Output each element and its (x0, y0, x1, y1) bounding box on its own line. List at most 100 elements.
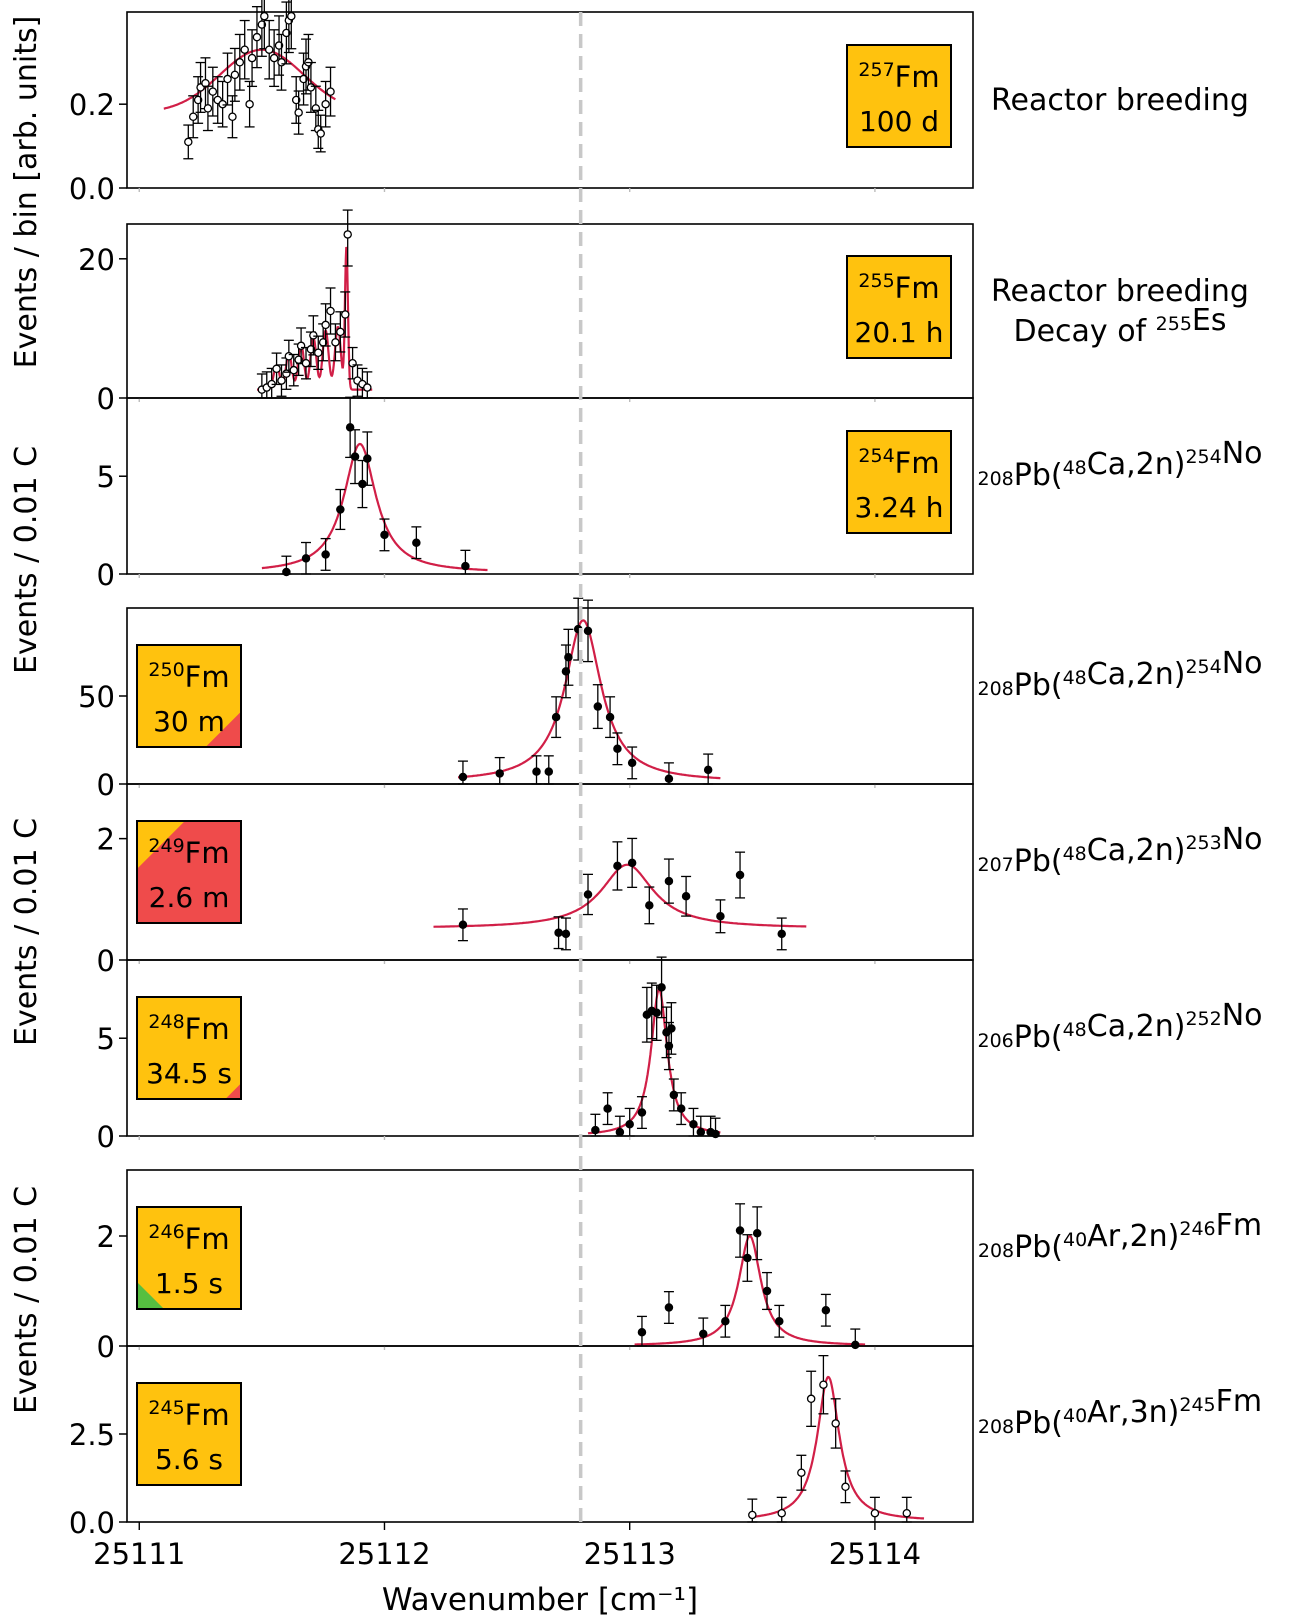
badge-fill (137, 1207, 241, 1309)
data-marker (277, 376, 286, 385)
data-marker (358, 479, 367, 489)
reaction-part: No (1222, 822, 1263, 857)
data-marker (284, 351, 294, 361)
data-point (551, 696, 562, 739)
badge-isotope: 245Fm (148, 1397, 229, 1432)
badge-mass: 257 (858, 59, 894, 81)
data-point (840, 1470, 851, 1504)
data-marker (591, 1125, 600, 1135)
y-tick-label: 20 (78, 243, 115, 277)
x-tick-label: 25111 (93, 1537, 185, 1571)
data-point (820, 1293, 831, 1327)
panel-frame (126, 11, 974, 189)
badge-border (136, 1382, 242, 1486)
data-marker (218, 99, 227, 109)
data-point (457, 908, 468, 942)
badge-border (846, 255, 952, 359)
panel-257fm: 0.0 0.2 257Fm 100 d Reactor breeding (69, 0, 1249, 206)
data-point (901, 1496, 912, 1523)
data-point (222, 52, 233, 106)
data-marker (664, 1041, 674, 1051)
data-marker (699, 1329, 708, 1339)
reaction-part: 48 (1063, 457, 1087, 479)
data-point (313, 335, 324, 371)
badge-isotope: 246Fm (148, 1221, 229, 1256)
data-point (735, 1203, 746, 1258)
reaction-part: 40 (1063, 1405, 1087, 1427)
data-marker (294, 108, 303, 117)
badge-element: Fm (185, 1222, 230, 1256)
reaction-part: Ca,2n) (1087, 447, 1186, 482)
data-point (234, 33, 245, 91)
badge-isotope: 255Fm (858, 270, 939, 305)
data-point (806, 1370, 817, 1427)
data-marker (735, 870, 745, 880)
reaction-part: 208 (977, 678, 1013, 700)
data-marker (277, 58, 286, 67)
data-marker (583, 626, 593, 636)
reaction-part: 253 (1185, 832, 1221, 854)
data-marker (291, 95, 301, 105)
data-marker (703, 765, 713, 775)
reaction-part: 208 (977, 468, 1013, 490)
isotope-badge: 245Fm 5.6 s (136, 1382, 242, 1486)
data-marker (306, 345, 316, 354)
data-marker (711, 1129, 720, 1139)
reaction-part: 206 (977, 1030, 1013, 1052)
badge-fill (847, 431, 951, 533)
reaction-part: Pb( (1014, 1020, 1063, 1055)
y-tick-label: 0 (97, 768, 115, 802)
data-marker (831, 1419, 840, 1428)
data-marker (299, 74, 308, 84)
badge-corner (137, 821, 185, 869)
fit-curve (261, 442, 488, 572)
badge-corner (137, 1281, 165, 1309)
data-point (583, 873, 594, 916)
y-tick-label: 2 (97, 823, 115, 857)
data-point (531, 755, 542, 785)
badge-half-life: 20.1 h (855, 316, 944, 349)
data-point (283, 0, 294, 54)
data-marker (819, 1380, 828, 1389)
data-point (183, 124, 194, 160)
data-point (293, 90, 304, 135)
reaction-part: Es (1192, 303, 1227, 338)
badge-isotope: 249Fm (148, 835, 229, 870)
data-point (605, 696, 616, 739)
data-marker (564, 653, 573, 662)
reaction-part: 254 (1185, 656, 1221, 678)
reaction-label: Reactor breeding (991, 83, 1249, 118)
data-marker (561, 929, 571, 939)
data-point (869, 1496, 880, 1523)
reaction-label: 207Pb(48Ca,2n)253No (977, 822, 1262, 879)
reaction-part: 48 (1063, 1019, 1087, 1041)
y-axis-label-middle: Events / 0.01 C (9, 446, 44, 674)
y-tick-label: 2 (97, 1220, 115, 1254)
isotope-badge: 250Fm 30 m (136, 644, 242, 748)
data-point (357, 367, 368, 399)
panel-frame (126, 607, 974, 785)
data-marker (260, 11, 269, 21)
reaction-part: 208 (978, 1416, 1014, 1438)
data-marker (245, 99, 254, 109)
isotope-badge: 255Fm 20.1 h (846, 255, 952, 359)
data-marker (461, 561, 470, 571)
data-marker (309, 331, 318, 340)
data-point (345, 396, 356, 459)
y-tick-label: 0.0 (69, 1506, 115, 1540)
data-point (320, 537, 331, 571)
data-marker (228, 112, 237, 122)
data-marker (301, 554, 311, 563)
data-marker (851, 1340, 860, 1350)
data-point (644, 886, 655, 925)
data-marker (613, 861, 622, 871)
data-marker (657, 983, 666, 992)
data-marker (306, 83, 316, 92)
data-point (286, 0, 297, 50)
data-point (560, 644, 571, 699)
data-point (666, 1002, 677, 1055)
reaction-part: Fm (1216, 1384, 1262, 1419)
data-marker (583, 890, 593, 899)
reaction-part: 48 (1063, 667, 1087, 689)
